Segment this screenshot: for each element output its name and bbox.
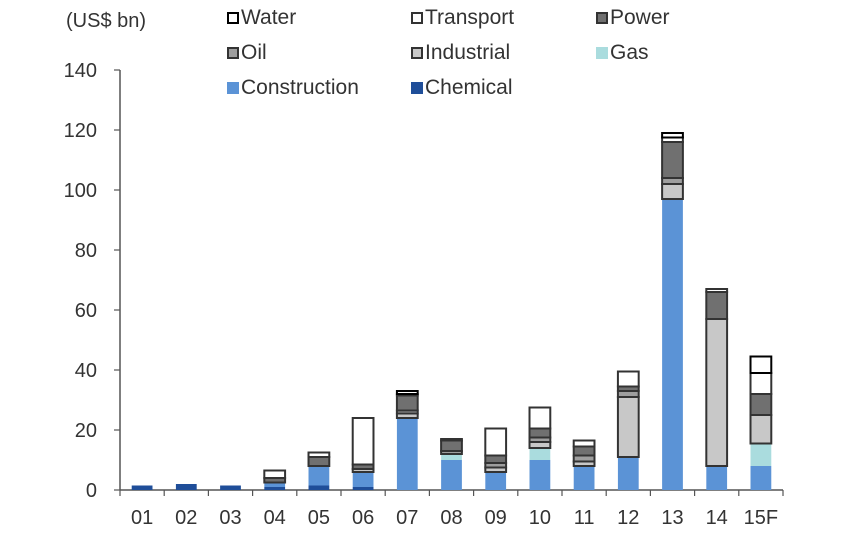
bar-segment-gas <box>441 454 462 460</box>
bar-segment-power <box>705 291 729 320</box>
bars-layer <box>131 132 773 490</box>
legend-label: Gas <box>610 41 649 64</box>
bar-segment-transport <box>572 439 596 448</box>
legend-swatch <box>227 47 239 59</box>
bar-segment-power <box>484 454 508 464</box>
legend-swatch <box>411 82 423 94</box>
legend-label: Industrial <box>425 41 511 64</box>
bar-segment-chemical <box>220 485 241 490</box>
x-tick-label: 12 <box>617 507 639 529</box>
bar-segment-construction <box>617 457 639 490</box>
legend-label: Construction <box>241 76 359 99</box>
legend-item-water: Water <box>227 6 296 30</box>
legend-item-power: Power <box>596 6 670 30</box>
y-axis-unit-label: (US$ bn) <box>66 10 147 32</box>
bar-segment-transport <box>528 406 552 430</box>
y-tick-label: 120 <box>64 120 97 142</box>
legend-label: Transport <box>425 6 515 29</box>
bar-segment-chemical <box>352 487 374 490</box>
bar-segment-transport <box>749 372 773 395</box>
legend-label: Oil <box>241 41 267 64</box>
legend-item-construction: Construction <box>227 76 359 100</box>
bar-segment-power <box>395 394 419 412</box>
x-tick-label: 09 <box>485 507 507 529</box>
y-tick-labels: 0 20 40 60 80 100 120 140 <box>64 60 97 502</box>
bar-segment-construction <box>529 460 551 490</box>
bar-segment-water <box>661 132 684 139</box>
x-tick-label: 05 <box>308 507 330 529</box>
bar-segment-transport <box>263 469 287 479</box>
x-tick-label: 11 <box>574 507 595 529</box>
x-tick-label: 06 <box>352 507 374 529</box>
bar-segment-water <box>395 390 419 395</box>
bar-segment-chemical <box>264 487 286 490</box>
bar-segment-power <box>661 141 684 179</box>
bar-segment-industrial <box>749 414 773 445</box>
y-tick-label: 140 <box>64 60 97 82</box>
legend-label: Power <box>610 6 670 29</box>
x-tick-label: 10 <box>529 507 551 529</box>
legend-label: Chemical <box>425 76 513 99</box>
bar-segment-power <box>572 445 596 457</box>
bar-segment-industrial <box>616 396 640 458</box>
x-tick-label: 02 <box>175 507 197 529</box>
bar-segment-construction <box>396 418 418 490</box>
legend-swatch <box>411 12 423 24</box>
bar-segment-construction <box>573 466 595 490</box>
bar-segment-transport <box>484 427 508 457</box>
bar-segment-construction <box>662 199 683 490</box>
bar-segment-power <box>440 439 463 452</box>
bar-segment-transport <box>616 370 640 388</box>
x-tick-labels: 01 02 03 04 05 06 07 08 09 10 11 12 13 14 15F <box>131 507 778 529</box>
bar-segment-gas <box>750 443 772 466</box>
bar-segment-construction <box>352 472 374 487</box>
x-tick-label: 13 <box>661 507 683 529</box>
y-tick-label: 40 <box>75 360 97 382</box>
bar-segment-gas <box>529 448 551 460</box>
x-tick-label: 15F <box>744 507 778 529</box>
legend-label: Water <box>241 6 297 29</box>
bar-segment-water <box>749 355 773 374</box>
y-tick-label: 0 <box>86 480 97 502</box>
x-tick-label: 14 <box>706 507 728 529</box>
legend-item-industrial: Industrial <box>411 41 510 65</box>
legend-item-chemical: Chemical <box>411 76 513 100</box>
bar-segment-construction <box>264 482 286 487</box>
bar-segment-chemical <box>175 484 197 490</box>
bar-segment-construction <box>308 466 330 486</box>
legend-swatch <box>596 47 608 59</box>
y-tick-label: 100 <box>64 180 97 202</box>
legend-swatch <box>596 12 608 24</box>
legend-swatch <box>227 82 239 94</box>
y-tick-label: 20 <box>75 420 97 442</box>
bar-segment-transport <box>440 438 463 442</box>
legend-item-oil: Oil <box>227 41 267 65</box>
x-tick-label: 07 <box>396 507 418 529</box>
y-tick-label: 60 <box>75 300 97 322</box>
bar-segment-chemical <box>308 485 330 490</box>
x-tick-label: 01 <box>131 507 153 529</box>
bar-segment-construction <box>441 460 462 490</box>
legend-item-gas: Gas <box>596 41 649 65</box>
x-tick-label: 08 <box>440 507 462 529</box>
legend-item-transport: Transport <box>411 6 514 30</box>
bar-segment-construction <box>750 466 772 490</box>
bar-segment-chemical <box>131 485 153 490</box>
bar-segment-transport <box>351 417 375 466</box>
bar-segment-construction <box>485 472 507 490</box>
bar-segment-transport <box>705 288 729 293</box>
bar-segment-construction <box>706 466 728 490</box>
y-tick-label: 80 <box>75 240 97 262</box>
x-tick-label: 03 <box>219 507 241 529</box>
bar-segment-industrial <box>705 318 729 467</box>
bar-segment-power <box>528 427 552 439</box>
bar-segment-industrial <box>661 183 684 200</box>
x-tick-label: 04 <box>264 507 286 529</box>
bar-segment-transport <box>307 451 331 458</box>
bar-segment-power <box>307 456 331 467</box>
legend-swatch <box>227 12 239 24</box>
bar-segment-power <box>749 393 773 416</box>
legend-swatch <box>411 47 423 59</box>
